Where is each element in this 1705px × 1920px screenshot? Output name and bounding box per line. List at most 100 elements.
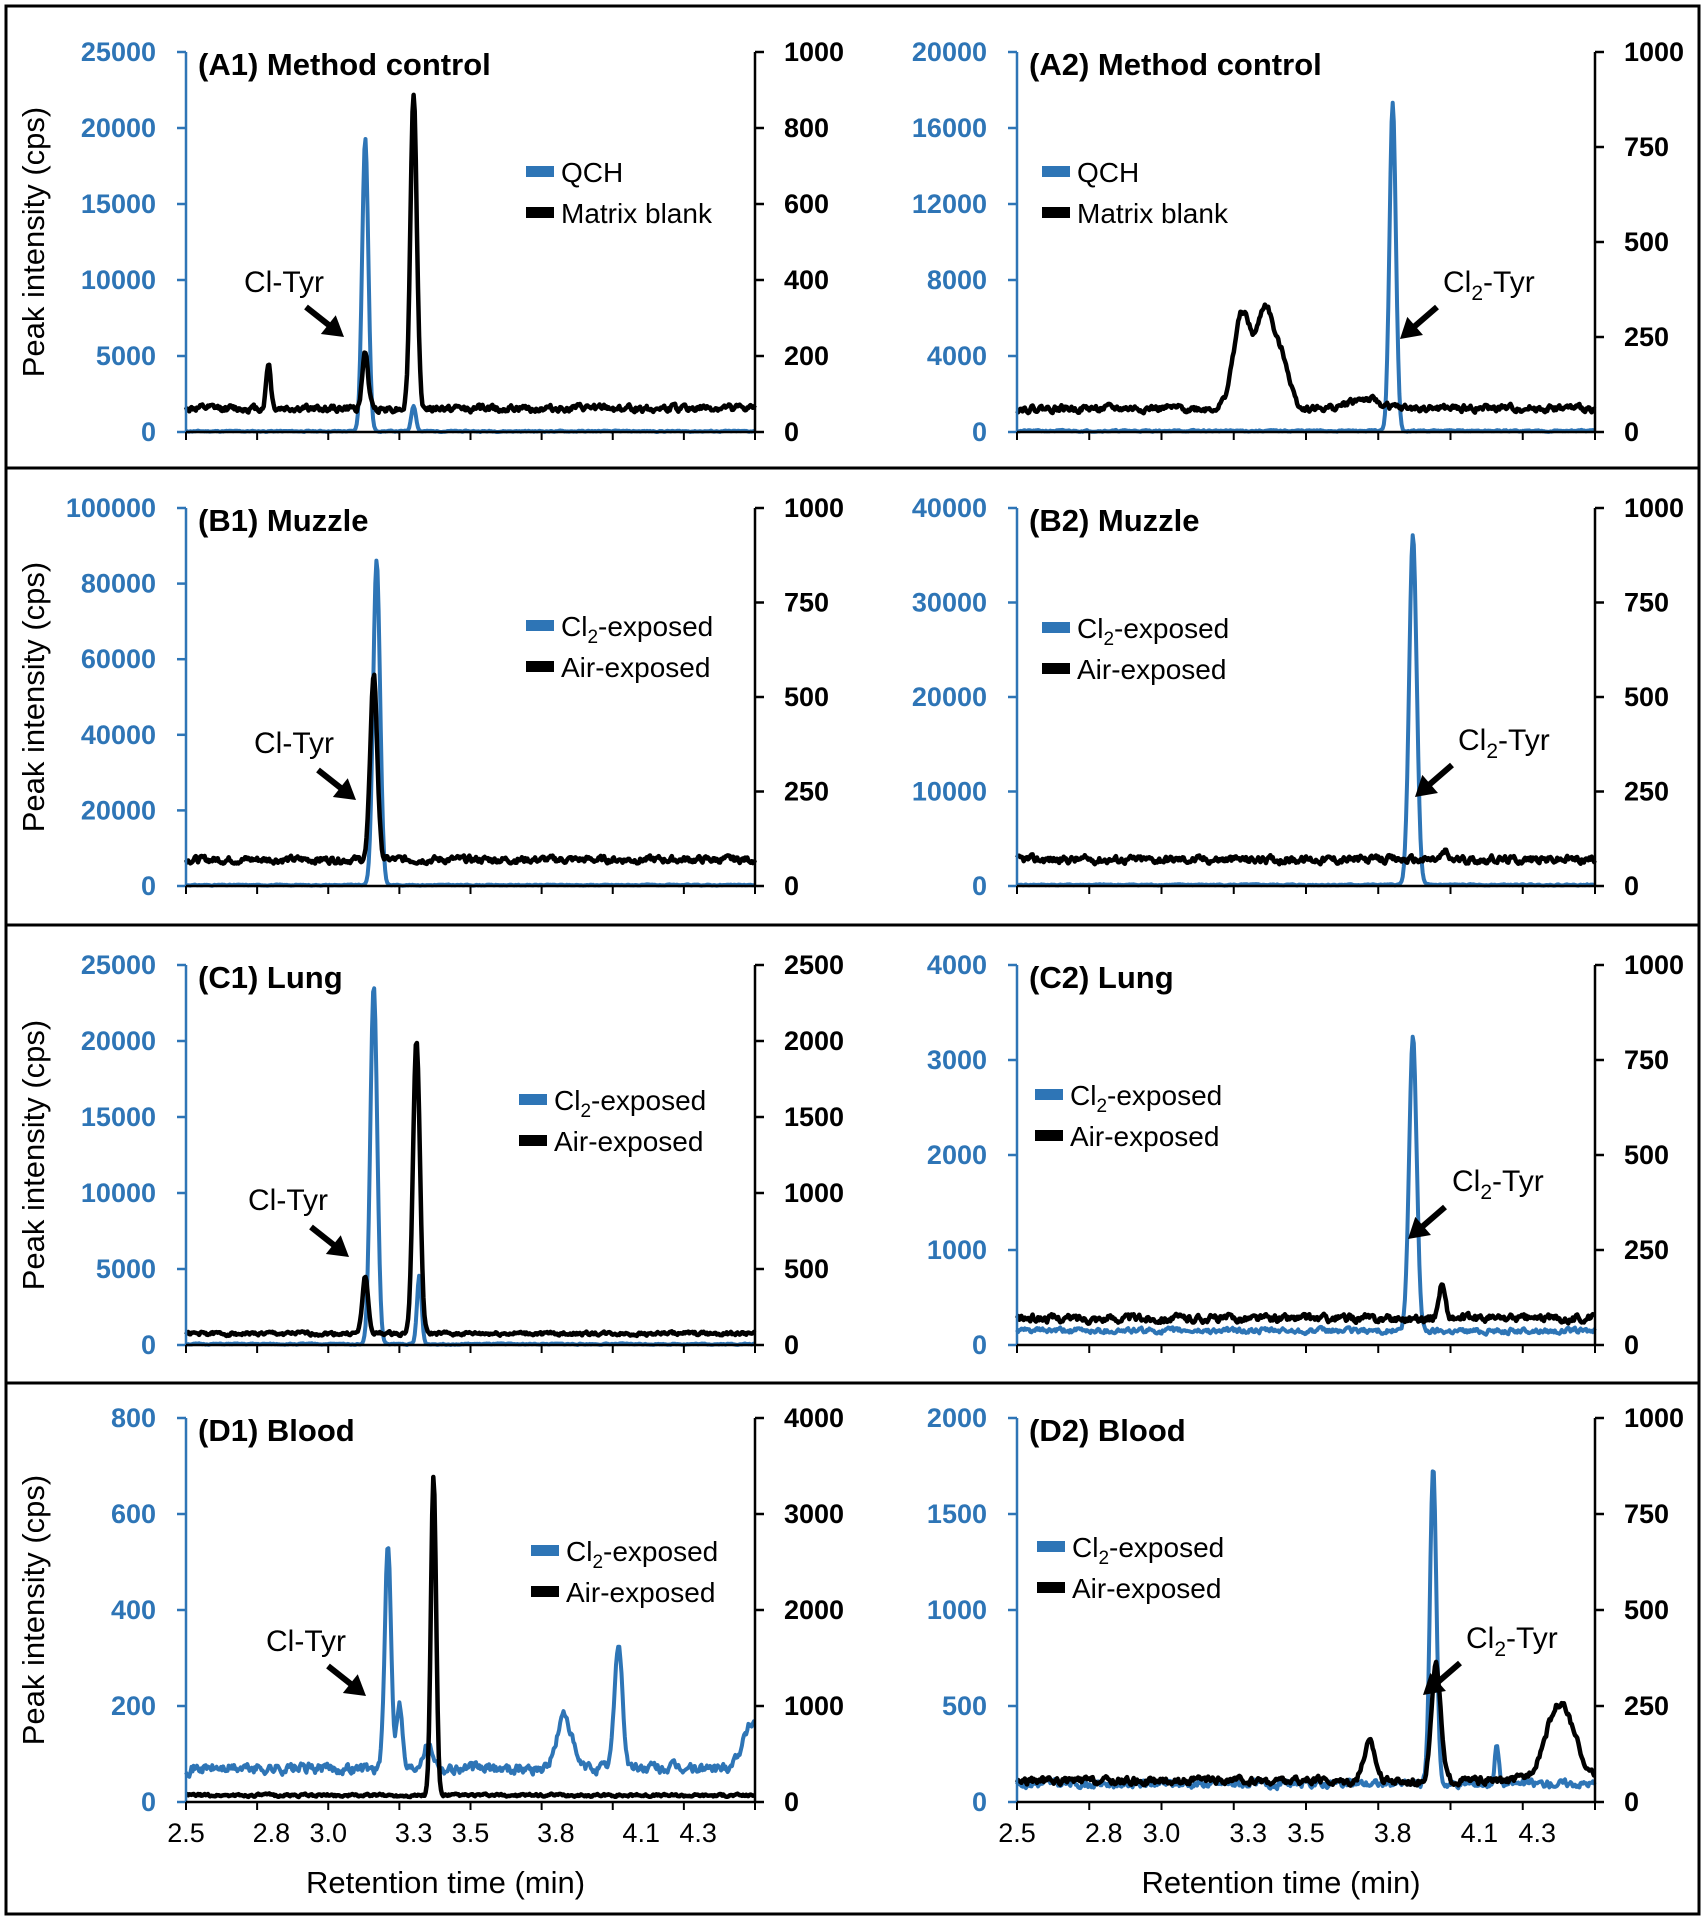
legend-label: Cl2-exposed bbox=[1072, 1532, 1224, 1569]
chart-panel-b1: 0 20000 40000 60000 80000 100000 0 250 500 750 100… bbox=[66, 493, 844, 901]
legend-swatch bbox=[1035, 1089, 1063, 1100]
x-tick-label: 3.3 bbox=[1229, 1818, 1267, 1848]
left-tick-label: 0 bbox=[141, 871, 156, 901]
left-tick-label: 1500 bbox=[927, 1499, 987, 1529]
right-tick-label: 0 bbox=[1624, 1330, 1639, 1360]
series-line-primary bbox=[184, 1546, 756, 1779]
legend-label: Cl2-exposed bbox=[554, 1085, 706, 1122]
left-tick-label: 4000 bbox=[927, 341, 987, 371]
legend-label: Cl2-exposed bbox=[1077, 613, 1229, 650]
legend-swatch bbox=[531, 1586, 559, 1597]
x-tick-label: 3.5 bbox=[452, 1818, 490, 1848]
legend-label: Air-exposed bbox=[561, 652, 710, 683]
arrow-head bbox=[320, 315, 344, 337]
left-tick-label: 0 bbox=[141, 1330, 156, 1360]
legend-label: QCH bbox=[561, 157, 623, 188]
panel-title: (B1) Muzzle bbox=[198, 503, 369, 538]
peak-annotation: Cl-Tyr bbox=[248, 1184, 328, 1217]
legend-swatch bbox=[1042, 622, 1070, 633]
x-tick-label: 2.8 bbox=[253, 1818, 291, 1848]
legend-label: Matrix blank bbox=[1077, 198, 1229, 229]
right-tick-label: 0 bbox=[784, 1330, 799, 1360]
left-tick-label: 25000 bbox=[81, 950, 156, 980]
x-tick-label: 4.1 bbox=[1461, 1818, 1499, 1848]
y-axis-label: Peak intensity (cps) bbox=[16, 1020, 51, 1291]
left-tick-label: 20000 bbox=[81, 1026, 156, 1056]
right-tick-label: 1000 bbox=[784, 493, 844, 523]
legend-label: Air-exposed bbox=[1077, 654, 1226, 685]
left-tick-label: 400 bbox=[111, 1595, 156, 1625]
right-tick-label: 750 bbox=[1624, 1045, 1669, 1075]
right-tick-label: 750 bbox=[1624, 1499, 1669, 1529]
right-tick-label: 750 bbox=[1624, 132, 1669, 162]
left-tick-label: 30000 bbox=[912, 588, 987, 618]
arrow-head bbox=[1423, 1672, 1446, 1695]
left-tick-label: 10000 bbox=[912, 777, 987, 807]
legend-swatch bbox=[526, 661, 554, 672]
left-tick-label: 60000 bbox=[81, 644, 156, 674]
legend-swatch bbox=[1042, 166, 1070, 177]
legend-label: Cl2-exposed bbox=[561, 611, 713, 648]
chart-panel-d1: 0 200 400 600 800 0 1000 2000 3000 4000 2.5 2.8 3.0 3… bbox=[111, 1403, 844, 1848]
right-tick-label: 250 bbox=[1624, 322, 1669, 352]
left-tick-label: 20000 bbox=[81, 113, 156, 143]
right-tick-label: 500 bbox=[1624, 682, 1669, 712]
y-axis-label: Peak intensity (cps) bbox=[16, 562, 51, 833]
left-tick-label: 0 bbox=[972, 1330, 987, 1360]
legend-swatch bbox=[526, 207, 554, 218]
right-tick-label: 500 bbox=[1624, 227, 1669, 257]
right-tick-label: 0 bbox=[1624, 417, 1639, 447]
left-tick-label: 20000 bbox=[912, 37, 987, 67]
x-axis-label: Retention time (min) bbox=[306, 1865, 585, 1900]
right-tick-label: 0 bbox=[784, 871, 799, 901]
left-tick-label: 10000 bbox=[81, 265, 156, 295]
panel-title: (D2) Blood bbox=[1029, 1413, 1186, 1448]
legend-label: Air-exposed bbox=[1072, 1573, 1221, 1604]
series-line-secondary bbox=[183, 672, 758, 867]
legend-label: Air-exposed bbox=[1070, 1121, 1219, 1152]
right-tick-label: 500 bbox=[1624, 1595, 1669, 1625]
legend-swatch bbox=[1042, 207, 1070, 218]
peak-annotation: Cl2-Tyr bbox=[1466, 1622, 1558, 1661]
right-tick-label: 500 bbox=[784, 1254, 829, 1284]
x-tick-label: 4.3 bbox=[679, 1818, 717, 1848]
left-tick-label: 0 bbox=[972, 417, 987, 447]
right-tick-label: 1000 bbox=[784, 37, 844, 67]
panel-title: (C1) Lung bbox=[198, 960, 343, 995]
x-tick-label: 2.5 bbox=[998, 1818, 1036, 1848]
row-frame bbox=[4, 1381, 1701, 1916]
series-line-secondary bbox=[183, 92, 757, 416]
peak-annotation: Cl-Tyr bbox=[244, 266, 324, 299]
arrow-head bbox=[342, 1674, 366, 1696]
panels: 0500010000150002000025000020040060080010… bbox=[66, 37, 1684, 1848]
right-tick-label: 250 bbox=[784, 777, 829, 807]
left-tick-label: 20000 bbox=[81, 795, 156, 825]
left-tick-label: 40000 bbox=[81, 720, 156, 750]
legend-swatch bbox=[531, 1545, 559, 1556]
x-tick-label: 2.5 bbox=[167, 1818, 205, 1848]
right-tick-label: 1000 bbox=[1624, 493, 1684, 523]
right-tick-label: 0 bbox=[784, 1787, 799, 1817]
right-tick-label: 500 bbox=[784, 682, 829, 712]
left-tick-label: 3000 bbox=[927, 1045, 987, 1075]
x-tick-label: 3.0 bbox=[309, 1818, 347, 1848]
left-tick-label: 2000 bbox=[927, 1403, 987, 1433]
legend-swatch bbox=[519, 1135, 547, 1146]
legend-swatch bbox=[1037, 1582, 1065, 1593]
right-tick-label: 800 bbox=[784, 113, 829, 143]
x-tick-label: 3.3 bbox=[395, 1818, 433, 1848]
row-frames bbox=[4, 4, 1701, 1916]
right-tick-label: 2500 bbox=[784, 950, 844, 980]
series-line-secondary bbox=[1014, 1282, 1597, 1326]
chart-panel-d2: 0 500 1000 1500 2000 0 250 500 750 1000 2.5 2.8 3.0 3… bbox=[927, 1403, 1684, 1848]
legend-label: Cl2-exposed bbox=[1070, 1080, 1222, 1117]
x-tick-label: 3.0 bbox=[1143, 1818, 1181, 1848]
right-tick-label: 250 bbox=[1624, 1235, 1669, 1265]
left-tick-label: 0 bbox=[141, 417, 156, 447]
right-tick-label: 0 bbox=[1624, 1787, 1639, 1817]
right-tick-label: 1000 bbox=[784, 1178, 844, 1208]
left-tick-label: 4000 bbox=[927, 950, 987, 980]
right-tick-label: 750 bbox=[784, 588, 829, 618]
left-tick-label: 500 bbox=[942, 1691, 987, 1721]
